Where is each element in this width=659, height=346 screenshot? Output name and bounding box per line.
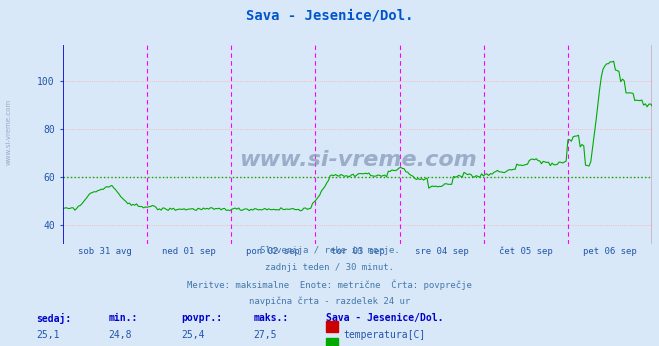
Text: www.si-vreme.com: www.si-vreme.com: [5, 98, 12, 165]
Text: sedaj:: sedaj:: [36, 313, 71, 324]
Text: Sava - Jesenice/Dol.: Sava - Jesenice/Dol.: [326, 313, 444, 323]
Text: www.si-vreme.com: www.si-vreme.com: [239, 151, 476, 170]
Text: navpična črta - razdelek 24 ur: navpična črta - razdelek 24 ur: [249, 296, 410, 306]
Text: maks.:: maks.:: [254, 313, 289, 323]
Text: povpr.:: povpr.:: [181, 313, 222, 323]
Text: temperatura[C]: temperatura[C]: [343, 330, 426, 340]
Text: min.:: min.:: [109, 313, 138, 323]
Text: Slovenija / reke in morje.: Slovenija / reke in morje.: [260, 246, 399, 255]
Text: Meritve: maksimalne  Enote: metrične  Črta: povprečje: Meritve: maksimalne Enote: metrične Črta…: [187, 280, 472, 290]
Text: 27,5: 27,5: [254, 330, 277, 340]
Text: zadnji teden / 30 minut.: zadnji teden / 30 minut.: [265, 263, 394, 272]
Text: 25,4: 25,4: [181, 330, 205, 340]
Text: Sava - Jesenice/Dol.: Sava - Jesenice/Dol.: [246, 9, 413, 22]
Text: 25,1: 25,1: [36, 330, 60, 340]
Text: 24,8: 24,8: [109, 330, 132, 340]
